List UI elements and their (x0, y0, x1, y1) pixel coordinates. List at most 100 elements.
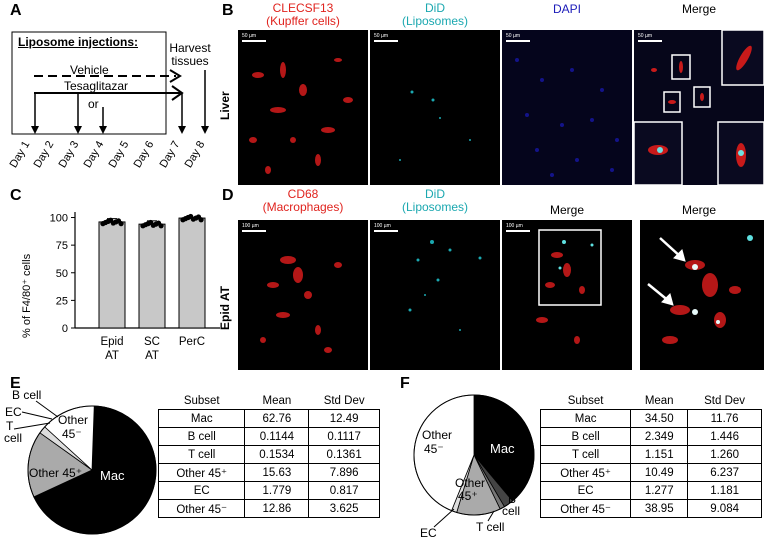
header-subset: Subset (158, 392, 245, 410)
panel-letter-d: D (222, 187, 234, 204)
pie-label: 45⁻ (62, 427, 82, 441)
cell-std-dev: 1.260 (687, 445, 762, 464)
zoom-overlay (647, 235, 753, 344)
timeline-title: Liposome injections: (18, 35, 139, 49)
timeline-box (11, 31, 167, 135)
cell-subset: B cell (157, 427, 246, 446)
pie-outline (413, 394, 535, 516)
x-tick-label: AT (105, 350, 119, 362)
leader-line (35, 400, 59, 418)
cell-mean: 1.151 (630, 445, 689, 464)
bar (98, 221, 126, 329)
liposomes-label: (Liposomes) (401, 200, 469, 214)
data-point (118, 221, 124, 227)
cyan-spots (408, 240, 482, 331)
epid-merge-zoom-image (640, 220, 764, 370)
y-tick-label: 50 (56, 268, 68, 280)
merge-label: Merge (549, 203, 584, 217)
arrow-icon (647, 283, 674, 306)
cell-subset: Mac (539, 409, 632, 428)
pie-label: Mac (490, 441, 515, 456)
cell-std-dev: 1.181 (687, 481, 762, 500)
harvest-arrowhead (201, 126, 209, 134)
table-row: EC 1.779 0.817 (157, 481, 380, 500)
pie-label: Other (58, 413, 88, 427)
scalebar: 50 µm (242, 33, 266, 42)
cell-std-dev: 9.084 (687, 499, 762, 518)
table-header-row: Subset Mean Std Dev (540, 392, 762, 410)
did-label: DiD (425, 1, 445, 15)
harvest-label: Harvest tissues (169, 41, 211, 68)
zoom-box (663, 91, 681, 113)
table-header-row: Subset Mean Std Dev (158, 392, 380, 410)
pie-label: EC (420, 526, 437, 540)
chart-c-ylabel: % of F4/80⁺ cells (21, 253, 33, 338)
table-row: B cell 0.1144 0.1117 (157, 427, 380, 446)
cell-mean: 10.49 (630, 463, 689, 482)
cell-subset: Other 45⁻ (539, 499, 632, 518)
cell-subset: T cell (157, 445, 246, 464)
panel-letter-b: B (222, 2, 234, 19)
y-tick-label: 100 (50, 213, 68, 225)
header-mean: Mean (630, 392, 688, 410)
kupffer-label: (Kupffer cells) (266, 14, 340, 28)
did-label: DiD (425, 187, 445, 201)
table-row: Mac 34.50 11.76 (539, 409, 762, 428)
cell-subset: T cell (539, 445, 632, 464)
tesaglitazar-label: Tesaglitazar (64, 79, 129, 93)
cell-mean: 34.50 (630, 409, 689, 428)
cell-std-dev: 7.896 (308, 463, 380, 482)
cell-std-dev: 0.817 (308, 481, 380, 500)
panel-letter-a: A (10, 2, 22, 19)
liver-clecsf13-image: 50 µm (238, 30, 368, 185)
panel-letter-c: C (10, 187, 22, 204)
x-tick-label: Epid (100, 336, 123, 348)
cell-mean: 1.779 (244, 481, 310, 500)
merge-overlay (634, 30, 764, 185)
liposomes-label: (Liposomes) (401, 14, 469, 28)
table-row: EC 1.277 1.181 (539, 481, 762, 500)
pie-outline (27, 405, 157, 535)
arrow-icon (659, 237, 686, 262)
pie-label: 45⁺ (458, 489, 478, 503)
cell-subset: B cell (539, 427, 632, 446)
vehicle-label: Vehicle (70, 63, 109, 77)
liver-did-image: 50 µm (370, 30, 500, 185)
cell-mean: 0.1144 (244, 427, 310, 446)
scalebar: 50 µm (638, 33, 662, 42)
blue-nuclei (515, 58, 619, 177)
zoom-box (693, 86, 711, 108)
red-cells (249, 58, 353, 174)
panel-f-table: Subset Mean Std Dev Mac 34.50 11.76 B cell… (539, 392, 762, 518)
red-cells (260, 256, 342, 353)
y-tick-label: 0 (62, 323, 68, 335)
epid-merge-image: 100 µm (502, 220, 632, 370)
cell-std-dev: 6.237 (687, 463, 762, 482)
merge-overlay (536, 229, 602, 344)
table-row: Mac 62.76 12.49 (157, 409, 380, 428)
cell-std-dev: 12.49 (308, 409, 380, 428)
table-row: B cell 2.349 1.446 (539, 427, 762, 446)
cell-subset: EC (539, 481, 632, 500)
panel-letter-e: E (10, 375, 21, 392)
panel-d-col1-header: CD68 (Macrophages) (238, 188, 368, 214)
merge-label: Merge (681, 203, 716, 217)
cyan-spots (399, 90, 471, 161)
cell-mean: 15.63 (244, 463, 310, 482)
cell-std-dev: 0.1361 (308, 445, 380, 464)
header-subset: Subset (540, 392, 631, 410)
cell-std-dev: 11.76 (687, 409, 762, 428)
epid-did-image: 100 µm (370, 220, 500, 370)
liver-dapi-image: 50 µm (502, 30, 632, 185)
leader-line (487, 510, 495, 522)
cd68-label: CD68 (287, 187, 319, 201)
day4-arrowhead (99, 126, 107, 134)
cell-mean: 0.1534 (244, 445, 310, 464)
leader-line (433, 508, 455, 528)
scalebar: 100 µm (506, 223, 530, 232)
table-row: T cell 1.151 1.260 (539, 445, 762, 464)
liver-row-label: Liver (218, 91, 232, 120)
cell-mean: 12.86 (244, 499, 310, 518)
